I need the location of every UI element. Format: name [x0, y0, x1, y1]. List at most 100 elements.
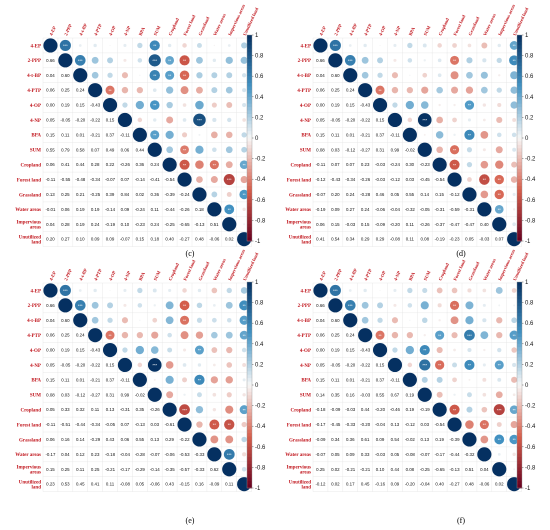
correlation-circle: [512, 362, 517, 368]
colorbar-segment: [247, 439, 252, 444]
row-label: BPA: [31, 379, 41, 384]
correlation-value: 0.29: [361, 237, 370, 242]
correlation-circle: [496, 422, 502, 428]
significance-mark: **: [453, 58, 457, 63]
correlation-circle: [240, 175, 248, 184]
significance-mark: ***: [182, 407, 187, 412]
correlation-circle: [168, 288, 172, 292]
colorbar-segment: [517, 433, 522, 437]
column-label: SUM: [423, 269, 432, 281]
correlation-circle: [225, 301, 233, 309]
colorbar-segment: [247, 330, 252, 334]
diagonal-circle: [477, 447, 492, 462]
correlation-circle: [495, 391, 503, 399]
correlation-circle: [466, 71, 473, 79]
correlation-circle: [136, 87, 143, 94]
correlation-value: 0.07: [121, 422, 130, 427]
correlation-value: 0.05: [46, 117, 55, 122]
correlation-circle: [153, 304, 156, 307]
correlation-circle: [212, 147, 217, 153]
colorbar-segment: [517, 165, 522, 170]
correlation-value: -0.19: [105, 222, 116, 227]
correlation-circle: [391, 331, 399, 339]
correlation-circle: [480, 331, 489, 340]
row-label: Grassland: [289, 438, 311, 443]
colorbar-segment: [517, 443, 522, 448]
diagonal-circle: [372, 97, 388, 113]
correlation-value: -0.41: [150, 177, 161, 182]
diagonal-circle: [432, 402, 447, 417]
correlation-value: 0.24: [150, 222, 159, 227]
correlation-value: 0.07: [121, 177, 130, 182]
correlation-value: 0.06: [316, 88, 325, 93]
correlation-value: -0.25: [420, 467, 431, 472]
colorbar-segment: [247, 484, 252, 489]
correlation-circle: [467, 288, 472, 293]
colorbar-segment: [517, 457, 522, 461]
correlation-circle: [512, 147, 517, 152]
correlation-circle: [481, 406, 488, 413]
correlation-value: 0.35: [136, 407, 145, 412]
correlation-value: 0.33: [361, 452, 370, 457]
correlation-value: 0.02: [331, 482, 340, 487]
correlation-value: 0.00: [46, 348, 55, 353]
correlation-circle: [392, 102, 398, 108]
colorbar-segment: [247, 89, 252, 94]
colorbar-tick-label: -0.4: [525, 177, 536, 183]
correlation-circle: [165, 316, 174, 325]
colorbar-tick-label: -0.2: [525, 157, 536, 163]
correlation-value: 0.54: [331, 237, 340, 242]
correlation-circle: [226, 72, 233, 79]
colorbar-segment: [247, 323, 252, 328]
correlation-circle: [479, 420, 489, 430]
correlation-circle: [211, 317, 217, 323]
colorbar-segment: [247, 117, 252, 122]
significance-mark: **: [168, 58, 172, 63]
correlation-value: -0.59: [450, 207, 461, 212]
correlation-value: -0.53: [180, 452, 191, 457]
correlation-value: 0.19: [76, 222, 85, 227]
significance-mark: **: [423, 348, 427, 353]
correlation-value: 0.00: [316, 103, 325, 108]
row-label: 4-t-BP: [27, 319, 41, 324]
correlation-circle: [226, 362, 233, 368]
colorbar-tick-label: -1: [255, 486, 261, 492]
correlation-value: 0.99: [391, 147, 400, 152]
correlation-value: 0.15: [376, 362, 385, 367]
correlation-value: -0.23: [420, 162, 431, 167]
correlation-circle: [196, 72, 203, 79]
correlation-circle: [59, 284, 71, 297]
correlation-circle: [496, 116, 503, 124]
correlation-value: 0.35: [331, 392, 340, 397]
colorbar-segment: [517, 422, 522, 427]
correlation-circle: [91, 301, 99, 309]
correlation-circle: [480, 435, 489, 444]
colorbar-tick-label: 0.2: [255, 115, 264, 121]
colorbar-segment: [517, 336, 522, 341]
colorbar-tick-label: -1: [255, 239, 261, 245]
correlation-value: -0.11: [120, 132, 130, 137]
diagonal-circle: [492, 462, 507, 477]
correlation-circle: [242, 102, 247, 108]
correlation-value: -0.33: [194, 467, 205, 472]
correlation-circle: [423, 133, 426, 136]
correlation-value: -0.26: [150, 407, 161, 412]
correlation-circle: [449, 300, 460, 310]
column-label: 4-t-BP: [348, 23, 358, 37]
correlation-circle: [512, 452, 516, 457]
correlation-circle: [122, 347, 128, 353]
correlation-value: 0.16: [61, 437, 70, 442]
correlation-value: 0.46: [376, 192, 385, 197]
correlation-circle: [422, 43, 427, 48]
colorbar-segment: [247, 103, 252, 108]
correlation-value: -0.34: [90, 422, 101, 427]
correlation-value: -0.45: [330, 422, 341, 427]
colorbar-segment: [247, 299, 252, 303]
correlation-value: 0.29: [165, 437, 174, 442]
correlation-value: -0.16: [375, 482, 386, 487]
correlation-circle: [464, 359, 475, 370]
correlation-circle: [241, 347, 247, 353]
correlation-circle: [179, 55, 190, 66]
correlation-circle: [241, 466, 247, 472]
significance-mark: ***: [422, 363, 427, 368]
